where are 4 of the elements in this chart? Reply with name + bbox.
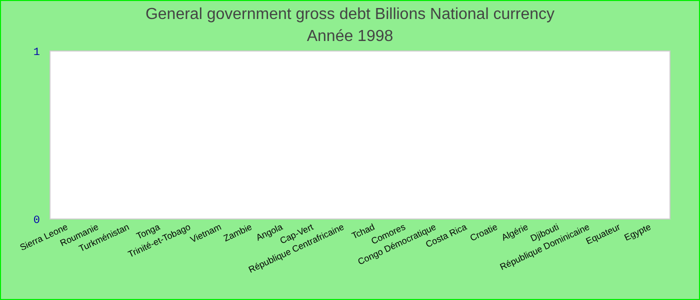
y-tick-label: 1 bbox=[33, 46, 40, 59]
y-tick-label: 0 bbox=[33, 214, 40, 227]
chart-subtitle: Année 1998 bbox=[306, 28, 394, 45]
chart-title: General government gross debt Billions National currency bbox=[145, 6, 555, 23]
